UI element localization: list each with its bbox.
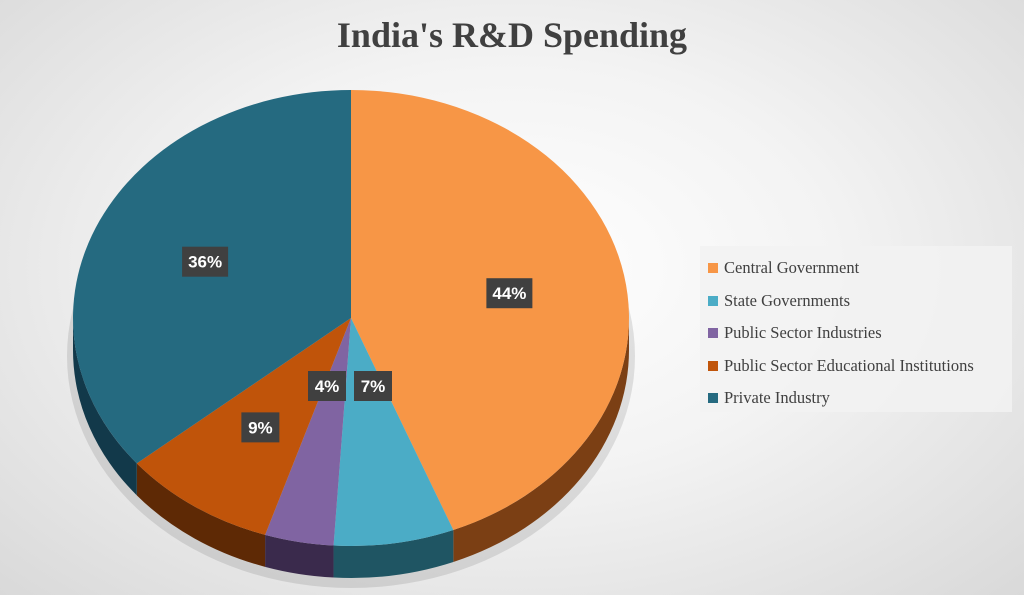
data-label-state-governments: 7%: [354, 371, 392, 401]
legend-swatch: [708, 263, 718, 274]
data-label-public-sector-industries: 4%: [308, 371, 346, 401]
data-label-text: 36%: [188, 253, 222, 272]
legend-label: Public Sector Industries: [724, 323, 882, 343]
pie-side-state-governments: [333, 529, 454, 578]
legend-swatch: [708, 360, 718, 371]
data-label-text: 9%: [248, 418, 273, 437]
data-label-public-sector-educational-institutions: 9%: [241, 412, 280, 443]
pie-side-private-industry: [73, 318, 137, 496]
pie-slice-central-government: [351, 90, 629, 530]
legend-label: Public Sector Educational Institutions: [724, 355, 974, 375]
chart-legend: Central Government State Governments Publi…: [700, 246, 1012, 412]
legend-item-public-sector-educational-institutions: Public Sector Educational Institutions: [708, 350, 1012, 383]
legend-label: State Governments: [724, 290, 851, 310]
data-label-box: [486, 278, 533, 309]
data-label-text: 4%: [315, 377, 340, 396]
data-label-text: 7%: [361, 377, 386, 396]
pie-side-public-sector-industries: [265, 534, 334, 578]
data-label-central-government: 44%: [486, 278, 533, 309]
legend-label: Private Industry: [724, 388, 830, 408]
data-label-private-industry: 36%: [182, 246, 229, 277]
data-label-box: [241, 412, 280, 443]
legend-swatch: [708, 393, 718, 404]
data-label-box: [308, 371, 346, 401]
legend-item-public-sector-industries: Public Sector Industries: [708, 317, 1012, 350]
pie-side-central-government: [453, 318, 629, 562]
legend-item-state-governments: State Governments: [708, 285, 1012, 318]
legend-item-private-industry: Private Industry: [708, 382, 1012, 415]
chart-title: India's R&D Spending: [336, 15, 688, 55]
data-label-box: [354, 371, 392, 401]
data-label-box: [182, 246, 229, 277]
pie-side-public-sector-educational-institutions: [136, 463, 266, 567]
legend-swatch: [708, 295, 718, 306]
legend-swatch: [708, 328, 718, 339]
legend-label: Central Government: [724, 258, 860, 278]
legend-item-central-government: Central Government: [708, 252, 1012, 285]
data-label-text: 44%: [492, 284, 526, 303]
